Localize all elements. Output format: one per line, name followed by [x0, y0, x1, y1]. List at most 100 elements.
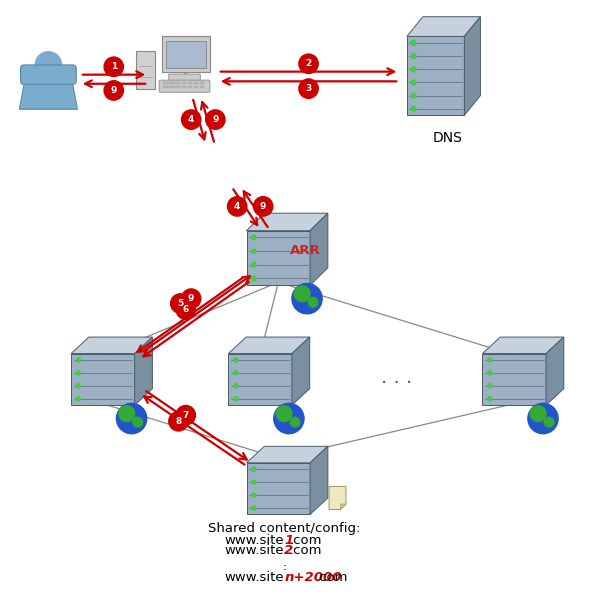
- Polygon shape: [407, 16, 480, 36]
- FancyBboxPatch shape: [169, 74, 200, 81]
- Polygon shape: [71, 337, 152, 353]
- Circle shape: [411, 53, 416, 58]
- Circle shape: [411, 106, 416, 111]
- Circle shape: [35, 52, 62, 78]
- Circle shape: [182, 110, 201, 129]
- Polygon shape: [247, 231, 310, 285]
- Text: 8: 8: [175, 417, 182, 426]
- Circle shape: [195, 127, 244, 176]
- Circle shape: [152, 160, 183, 192]
- Text: .: .: [283, 560, 286, 574]
- Text: .com: .com: [289, 534, 322, 547]
- Circle shape: [234, 384, 238, 388]
- Circle shape: [488, 396, 492, 401]
- Polygon shape: [134, 337, 152, 405]
- Circle shape: [252, 506, 256, 510]
- Text: 9: 9: [111, 86, 117, 95]
- Text: 2: 2: [284, 544, 293, 557]
- Circle shape: [172, 132, 218, 178]
- Text: 2: 2: [306, 59, 312, 68]
- Text: 9: 9: [188, 294, 194, 303]
- Circle shape: [176, 405, 195, 425]
- FancyBboxPatch shape: [162, 36, 210, 72]
- FancyBboxPatch shape: [194, 82, 198, 84]
- Text: .com: .com: [289, 544, 322, 557]
- Circle shape: [119, 405, 134, 421]
- Text: www.site: www.site: [224, 571, 284, 585]
- Circle shape: [528, 403, 558, 433]
- Circle shape: [133, 418, 143, 427]
- Circle shape: [544, 418, 554, 427]
- Circle shape: [234, 396, 238, 401]
- Circle shape: [252, 276, 256, 280]
- Polygon shape: [247, 446, 328, 463]
- Text: .: .: [283, 555, 286, 569]
- Text: 9: 9: [212, 115, 218, 124]
- FancyBboxPatch shape: [175, 82, 180, 84]
- Circle shape: [234, 371, 238, 375]
- Circle shape: [76, 358, 80, 362]
- Text: ARR: ARR: [290, 244, 321, 257]
- Circle shape: [292, 283, 322, 314]
- Circle shape: [182, 289, 201, 308]
- FancyBboxPatch shape: [166, 41, 206, 68]
- Circle shape: [411, 67, 416, 72]
- Circle shape: [104, 81, 123, 100]
- FancyBboxPatch shape: [169, 82, 174, 84]
- Circle shape: [175, 139, 243, 207]
- FancyBboxPatch shape: [21, 65, 76, 84]
- FancyBboxPatch shape: [163, 82, 168, 84]
- Text: DNS: DNS: [433, 131, 463, 144]
- Circle shape: [295, 286, 310, 302]
- FancyBboxPatch shape: [188, 86, 192, 88]
- Circle shape: [171, 294, 190, 313]
- Circle shape: [76, 396, 80, 401]
- Circle shape: [157, 149, 194, 185]
- Circle shape: [253, 197, 273, 216]
- Text: 7: 7: [183, 411, 189, 419]
- Polygon shape: [228, 353, 292, 405]
- Polygon shape: [341, 504, 346, 509]
- Polygon shape: [329, 486, 346, 509]
- Circle shape: [411, 41, 416, 46]
- Circle shape: [309, 297, 318, 307]
- Circle shape: [488, 358, 492, 362]
- Circle shape: [290, 418, 299, 427]
- Circle shape: [252, 236, 256, 240]
- FancyBboxPatch shape: [200, 86, 204, 88]
- FancyBboxPatch shape: [136, 51, 155, 89]
- FancyBboxPatch shape: [200, 82, 204, 84]
- Text: www.site: www.site: [224, 544, 284, 557]
- Circle shape: [488, 371, 492, 375]
- Text: .com: .com: [316, 571, 348, 585]
- Circle shape: [273, 403, 304, 433]
- Circle shape: [169, 412, 188, 431]
- FancyBboxPatch shape: [182, 82, 186, 84]
- Polygon shape: [483, 337, 564, 353]
- FancyBboxPatch shape: [163, 86, 168, 88]
- Polygon shape: [310, 446, 328, 515]
- Polygon shape: [247, 463, 310, 515]
- Circle shape: [488, 384, 492, 388]
- Circle shape: [276, 405, 292, 421]
- Polygon shape: [228, 337, 310, 353]
- Polygon shape: [407, 36, 465, 115]
- Circle shape: [234, 160, 266, 192]
- Text: 3: 3: [306, 84, 312, 93]
- Polygon shape: [310, 213, 328, 285]
- FancyBboxPatch shape: [194, 86, 198, 88]
- Text: 1: 1: [284, 534, 293, 547]
- Circle shape: [116, 403, 146, 433]
- Polygon shape: [71, 353, 134, 405]
- Circle shape: [299, 79, 318, 98]
- Circle shape: [252, 480, 256, 484]
- Circle shape: [411, 80, 416, 85]
- Circle shape: [530, 405, 546, 421]
- Circle shape: [411, 93, 416, 98]
- Text: 4: 4: [234, 202, 240, 211]
- FancyBboxPatch shape: [182, 86, 186, 88]
- Text: 4: 4: [188, 115, 194, 124]
- Circle shape: [252, 263, 256, 267]
- Polygon shape: [465, 16, 480, 115]
- Circle shape: [227, 197, 247, 216]
